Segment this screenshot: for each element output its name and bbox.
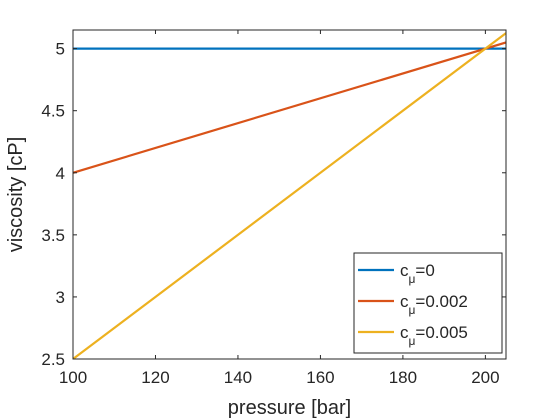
legend-entry-2: cμ=0.002 [400, 292, 468, 317]
y-axis-label: viscosity [cP] [5, 137, 27, 253]
legend-entry-1: cμ=0 [400, 261, 435, 286]
x-tick-label: 100 [59, 368, 87, 387]
plot-lines [73, 32, 506, 359]
y-tick-label: 3.5 [41, 226, 65, 245]
x-tick-label: 160 [306, 368, 334, 387]
plot-frame [72, 29, 507, 360]
legend: cμ=0 cμ=0.002 cμ=0.005 [353, 252, 503, 354]
y-axis: 2.5 3 3.5 4 4.5 5 [41, 40, 506, 369]
y-tick-label: 4.5 [41, 102, 65, 121]
y-tick-label: 4 [56, 164, 65, 183]
y-tick-label: 5 [56, 40, 65, 59]
y-tick-label: 2.5 [41, 350, 65, 369]
series-line-3 [73, 32, 506, 359]
legend-entry-3: cμ=0.005 [400, 323, 468, 348]
x-axis: 100 120 140 160 180 200 [59, 30, 500, 387]
series-line-2 [73, 41, 506, 174]
x-tick-label: 120 [141, 368, 169, 387]
x-tick-label: 180 [389, 368, 417, 387]
x-tick-label: 140 [224, 368, 252, 387]
x-axis-label: pressure [bar] [228, 397, 351, 419]
y-tick-label: 3 [56, 288, 65, 307]
x-tick-label: 200 [471, 368, 499, 387]
